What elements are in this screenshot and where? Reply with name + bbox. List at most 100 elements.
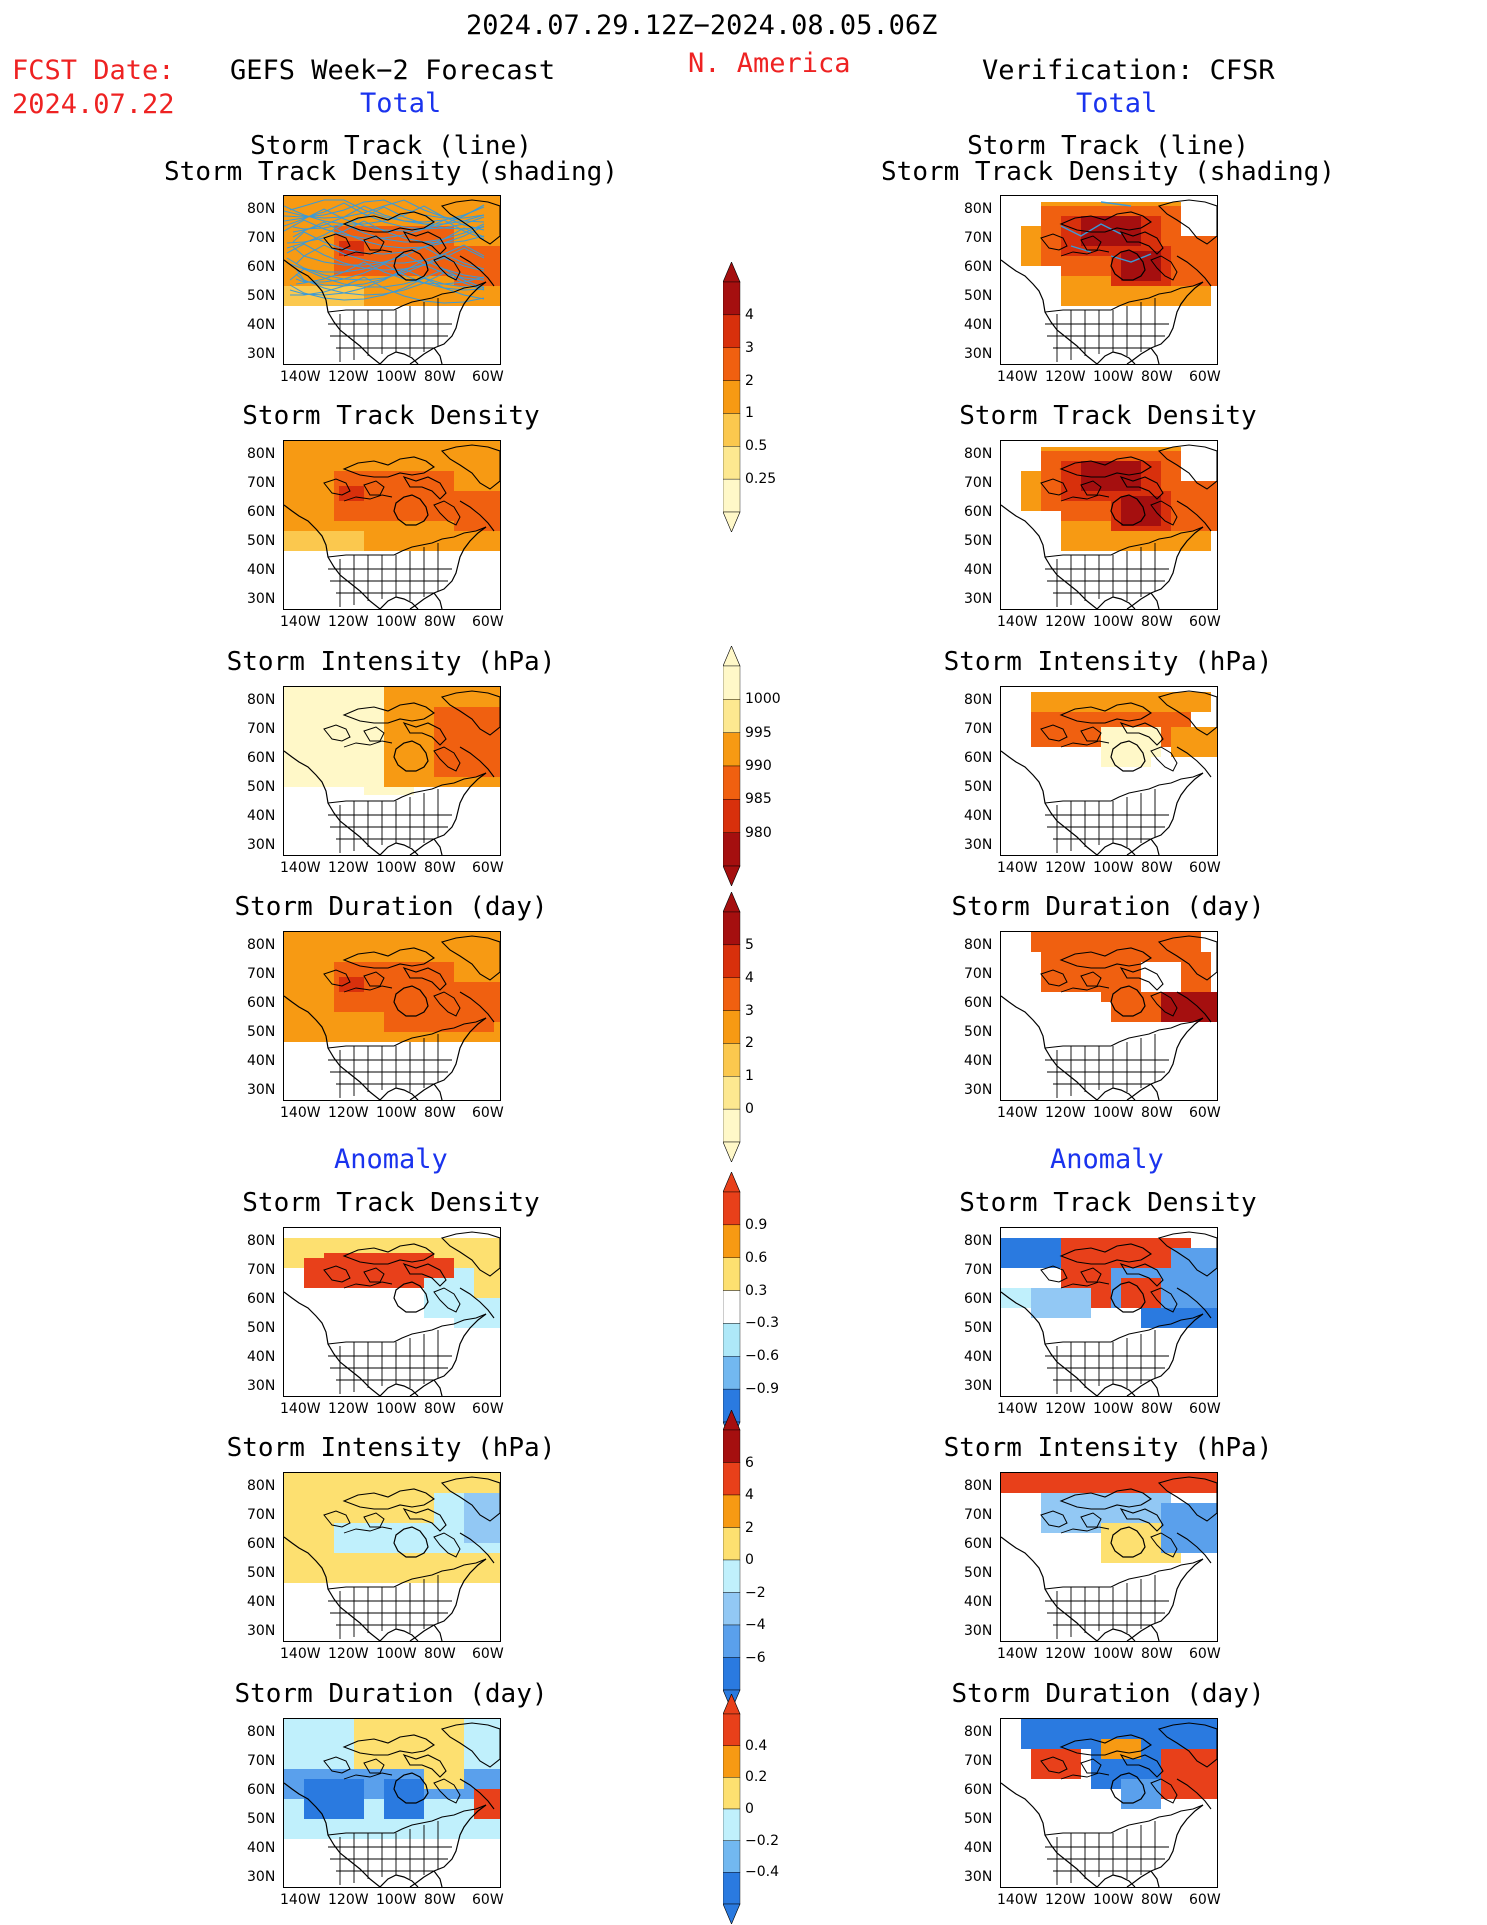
lon-label: 60W <box>1189 369 1221 385</box>
verification-map-intensity <box>1000 686 1218 856</box>
lon-label: 140W <box>280 614 321 630</box>
lat-label: 70N <box>964 1507 993 1523</box>
lat-label: 80N <box>247 1724 276 1740</box>
fcst-date-value: 2024.07.22 <box>12 89 175 120</box>
colorbar-tick-label: 4 <box>745 969 754 986</box>
lon-label: 80W <box>424 1401 456 1417</box>
lat-label: 40N <box>964 1053 993 1069</box>
forecast-map-anomaly-intensity <box>283 1472 501 1642</box>
panel-subtitle: Storm Track Density (shading) <box>164 157 618 187</box>
lat-label: 80N <box>247 446 276 462</box>
colorbar-tick-label: 0.6 <box>745 1249 768 1266</box>
colorbar-tick-label: 5 <box>745 936 754 953</box>
colorbar-tick-label: 4 <box>745 306 754 323</box>
lat-label: 50N <box>964 1320 993 1336</box>
forecast-map-duration <box>283 931 501 1101</box>
lon-label: 60W <box>1189 614 1221 630</box>
verification-map-track <box>1000 195 1218 365</box>
lat-label: 70N <box>964 966 993 982</box>
lon-label: 100W <box>376 1401 417 1417</box>
region-title: N. America <box>688 48 851 79</box>
lon-label: 100W <box>1093 860 1134 876</box>
panel-subtitle: Storm Track Density (shading) <box>881 157 1335 187</box>
lat-label: 70N <box>247 966 276 982</box>
lon-label: 60W <box>472 614 504 630</box>
colorbar-tick-label: 3 <box>745 1002 754 1019</box>
lon-label: 60W <box>472 1105 504 1121</box>
lon-label: 120W <box>328 1105 369 1121</box>
panel-title: Storm Track Density <box>959 401 1257 431</box>
lon-label: 120W <box>1045 860 1086 876</box>
lat-label: 30N <box>247 1869 276 1885</box>
lat-label: 70N <box>247 1262 276 1278</box>
lat-label: 30N <box>964 1869 993 1885</box>
forecast-map-track <box>283 195 501 365</box>
colorbar-intensity <box>723 646 741 886</box>
colorbar-tick-label: 980 <box>745 824 772 841</box>
lat-label: 50N <box>247 533 276 549</box>
lat-label: 40N <box>964 1594 993 1610</box>
lon-label: 100W <box>1093 369 1134 385</box>
lon-label: 120W <box>328 860 369 876</box>
lon-label: 100W <box>376 369 417 385</box>
lon-label: 80W <box>1141 860 1173 876</box>
lon-label: 120W <box>328 1892 369 1908</box>
lat-label: 50N <box>247 288 276 304</box>
lat-label: 70N <box>247 1507 276 1523</box>
colorbar-anom-duration <box>723 1694 741 1924</box>
lon-label: 140W <box>997 1105 1038 1121</box>
lat-label: 40N <box>964 562 993 578</box>
lat-label: 40N <box>247 562 276 578</box>
forecast-map-anomaly-duration <box>283 1718 501 1888</box>
lat-label: 30N <box>964 346 993 362</box>
lat-label: 50N <box>247 779 276 795</box>
panel-title: Storm Track (line) <box>250 131 532 161</box>
colorbar-tick-label: 0 <box>745 1101 754 1118</box>
lat-label: 30N <box>964 1623 993 1639</box>
lat-label: 50N <box>964 779 993 795</box>
lat-label: 30N <box>247 837 276 853</box>
lat-label: 60N <box>964 504 993 520</box>
lon-label: 100W <box>1093 1892 1134 1908</box>
panel-title: Storm Intensity (hPa) <box>226 1433 556 1463</box>
lat-label: 30N <box>247 346 276 362</box>
lon-label: 60W <box>472 860 504 876</box>
verification-map-density <box>1000 440 1218 610</box>
lon-label: 80W <box>1141 1646 1173 1662</box>
lat-label: 60N <box>247 1536 276 1552</box>
lat-label: 80N <box>247 1478 276 1494</box>
total-label-right: Total <box>1076 88 1158 119</box>
lon-label: 140W <box>280 1646 321 1662</box>
lat-label: 50N <box>964 1565 993 1581</box>
lon-label: 100W <box>376 1105 417 1121</box>
lat-label: 50N <box>964 533 993 549</box>
lat-label: 50N <box>964 288 993 304</box>
lon-label: 80W <box>1141 1105 1173 1121</box>
lon-label: 60W <box>472 1646 504 1662</box>
lat-label: 40N <box>964 808 993 824</box>
lat-label: 60N <box>247 504 276 520</box>
lon-label: 80W <box>1141 1892 1173 1908</box>
lon-label: 60W <box>472 1892 504 1908</box>
lat-label: 80N <box>964 937 993 953</box>
verification-map-duration <box>1000 931 1218 1101</box>
colorbar-tick-label: 2 <box>745 1035 754 1052</box>
lon-label: 100W <box>1093 1646 1134 1662</box>
lat-label: 40N <box>964 1349 993 1365</box>
lat-label: 70N <box>247 721 276 737</box>
fcst-date-label: FCST Date: <box>12 55 175 86</box>
colorbar-tick-label: 0.3 <box>745 1282 768 1299</box>
lon-label: 120W <box>1045 1105 1086 1121</box>
lat-label: 50N <box>964 1811 993 1827</box>
date-range-title: 2024.07.29.12Z−2024.08.05.06Z <box>466 10 938 41</box>
colorbar-tick-label: −0.6 <box>745 1348 779 1365</box>
lon-label: 80W <box>424 860 456 876</box>
lat-label: 60N <box>247 1782 276 1798</box>
colorbar-tick-label: −2 <box>745 1584 766 1601</box>
colorbar-tick-label: 0.4 <box>745 1737 768 1754</box>
colorbar-tick-label: 1000 <box>745 691 781 708</box>
lon-label: 120W <box>1045 1892 1086 1908</box>
lat-label: 80N <box>964 692 993 708</box>
verification-map-anomaly-duration <box>1000 1718 1218 1888</box>
lon-label: 140W <box>280 1105 321 1121</box>
